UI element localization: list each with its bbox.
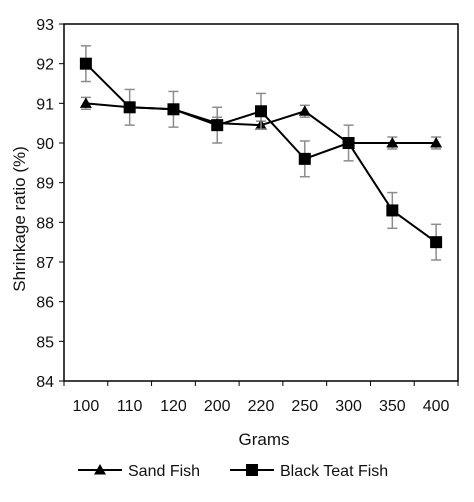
series-line (85, 62, 437, 243)
data-point (430, 236, 443, 249)
plot-border (63, 23, 459, 382)
data-point (255, 105, 267, 118)
legend-label: Black Teat Fish (280, 463, 388, 480)
legend-marker-square (246, 464, 258, 476)
x-axis-ticks: 100 110 120 200 220 250 300 350 400 (63, 381, 459, 415)
x-tick-label: 300 (335, 398, 362, 415)
x-tick-label: 400 (423, 398, 450, 415)
data-point (167, 103, 180, 116)
data-point (211, 119, 224, 132)
x-tick-label: 110 (117, 398, 143, 415)
data-point (79, 97, 92, 108)
y-tick-label: 91 (36, 96, 54, 113)
x-tick-label: 220 (248, 398, 275, 415)
y-tick-label: 87 (36, 255, 54, 272)
y-tick-label: 88 (36, 215, 54, 232)
x-tick-label: 100 (73, 398, 100, 415)
y-tick-label: 84 (36, 374, 54, 391)
data-point (386, 137, 399, 148)
y-tick-label: 92 (36, 57, 54, 74)
legend-marker-triangle (94, 464, 106, 475)
y-tick-label: 89 (36, 176, 54, 193)
data-point (298, 105, 311, 116)
x-axis-title: Grams (239, 430, 290, 449)
y-tick-label: 90 (36, 136, 54, 153)
legend-label: Sand Fish (128, 463, 200, 480)
legend: Sand Fish Black Teat Fish (78, 463, 388, 480)
legend-item: Sand Fish (78, 463, 200, 480)
y-tick-label: 85 (36, 334, 54, 351)
legend-item: Black Teat Fish (230, 463, 388, 480)
y-axis-title: Shrinkage ratio (%) (10, 146, 29, 292)
y-tick-label: 93 (36, 17, 54, 34)
y-tick-label: 86 (36, 295, 54, 312)
data-point (386, 204, 399, 217)
x-tick-label: 120 (160, 398, 187, 415)
x-tick-label: 250 (291, 398, 318, 415)
data-point (79, 57, 92, 70)
data-point (123, 101, 136, 114)
x-tick-label: 200 (204, 398, 231, 415)
series-layer (79, 45, 443, 261)
x-tick-label: 350 (379, 398, 406, 415)
y-axis-ticks: 84 85 86 87 88 89 90 91 92 93 (36, 17, 64, 391)
series-square (79, 45, 443, 261)
data-point (298, 152, 311, 165)
plot-area (63, 23, 459, 382)
data-point (430, 137, 443, 148)
data-point (342, 137, 355, 149)
